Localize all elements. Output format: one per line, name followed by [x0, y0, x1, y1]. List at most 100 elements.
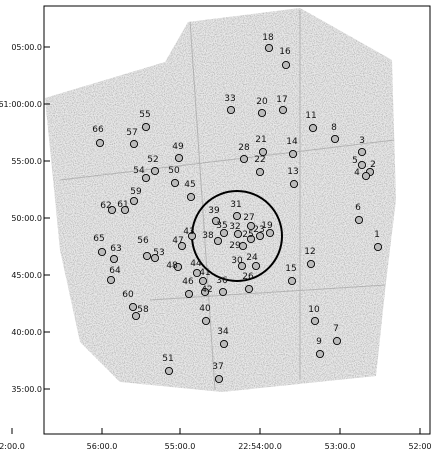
source-circle	[288, 149, 298, 159]
source-circle	[332, 336, 342, 346]
source-label: 14	[286, 137, 298, 147]
source-circle	[373, 242, 383, 252]
source-circle	[214, 374, 224, 384]
source-label: 24	[246, 253, 258, 263]
source-circle	[265, 228, 275, 238]
source-circle	[142, 251, 152, 261]
source-label: 10	[308, 305, 320, 315]
y-label: 50:00.0	[11, 214, 42, 223]
source-label: 27	[243, 213, 254, 223]
source-circle	[129, 139, 139, 149]
source-circle	[129, 196, 139, 206]
source-circle	[310, 316, 320, 326]
source-label: 9	[316, 337, 322, 347]
source-label: 61	[117, 200, 128, 210]
source-label: 50	[168, 166, 180, 176]
source-circle	[330, 134, 340, 144]
source-label: 3	[359, 136, 365, 146]
source-circle	[198, 276, 208, 286]
source-label: 5	[352, 156, 358, 166]
source-circle	[255, 231, 265, 241]
source-circle	[246, 221, 256, 231]
source-label: 23	[253, 225, 264, 235]
source-circle	[232, 211, 242, 221]
source-circle	[150, 253, 160, 263]
source-circle	[233, 229, 243, 239]
y-label: 40:00.0	[11, 328, 42, 337]
x-label: 55:00.0	[165, 442, 196, 451]
source-circle	[255, 167, 265, 177]
source-circle	[281, 60, 291, 70]
x-label: 22:54:00.0	[238, 442, 282, 451]
source-circle	[239, 154, 249, 164]
x-label: 52:00	[408, 442, 431, 451]
source-label: 49	[172, 142, 184, 152]
source-label: 25	[242, 230, 253, 240]
source-circle	[141, 173, 151, 183]
source-label: 63	[110, 244, 121, 254]
source-label: 4	[354, 168, 360, 178]
source-label: 29	[229, 241, 241, 251]
source-circle	[187, 231, 197, 241]
source-circle	[219, 228, 229, 238]
source-label: 58	[137, 305, 149, 315]
source-label: 37	[212, 362, 223, 372]
source-circle	[106, 275, 116, 285]
source-label: 12	[304, 247, 315, 257]
source-circle	[251, 261, 261, 271]
source-circle	[287, 276, 297, 286]
source-label: 11	[305, 111, 316, 121]
source-circle	[173, 262, 183, 272]
source-label: 44	[190, 259, 202, 269]
source-label: 47	[172, 236, 183, 246]
source-label: 41	[199, 268, 210, 278]
source-circle	[264, 43, 274, 53]
source-label: 56	[137, 236, 149, 246]
source-label: 22	[254, 155, 265, 165]
source-circle	[219, 339, 229, 349]
y-label: 61:00:00.0	[0, 100, 42, 109]
source-label: 48	[166, 261, 178, 271]
source-circle	[186, 192, 196, 202]
source-circle	[141, 122, 151, 132]
x-label: 53:00.0	[325, 442, 356, 451]
source-label: 65	[93, 234, 104, 244]
y-label: 35:00.0	[11, 385, 42, 394]
source-circle	[246, 234, 256, 244]
source-circle	[211, 216, 221, 226]
source-circle	[218, 287, 228, 297]
source-circle	[315, 349, 325, 359]
source-label: 66	[92, 125, 104, 135]
y-label: 55:00.0	[11, 157, 42, 166]
source-label: 1	[374, 230, 380, 240]
source-label: 30	[231, 256, 243, 266]
source-circle	[201, 316, 211, 326]
source-circle	[306, 259, 316, 269]
source-circle	[120, 205, 130, 215]
source-circle	[237, 261, 247, 271]
source-label: 46	[182, 277, 194, 287]
source-circle	[278, 105, 288, 115]
source-circle	[177, 241, 187, 251]
source-circle	[150, 166, 160, 176]
source-circle	[97, 247, 107, 257]
y-label: 45:00.0	[11, 271, 42, 280]
source-circle	[258, 147, 268, 157]
source-circle	[308, 123, 318, 133]
source-label: 26	[242, 272, 254, 282]
source-label: 60	[122, 290, 134, 300]
source-circle	[357, 147, 367, 157]
source-label: 54	[133, 166, 145, 176]
source-label: 45	[184, 180, 195, 190]
source-circle	[200, 287, 210, 297]
source-label: 38	[202, 231, 214, 241]
source-circle	[257, 108, 267, 118]
source-circle	[174, 153, 184, 163]
source-label: 32	[229, 222, 240, 232]
source-circle	[128, 302, 138, 312]
source-circle	[184, 289, 194, 299]
source-label: 8	[331, 123, 337, 133]
source-label: 15	[285, 264, 296, 274]
x-label: 56:00.0	[87, 442, 118, 451]
source-label: 35	[216, 221, 227, 231]
